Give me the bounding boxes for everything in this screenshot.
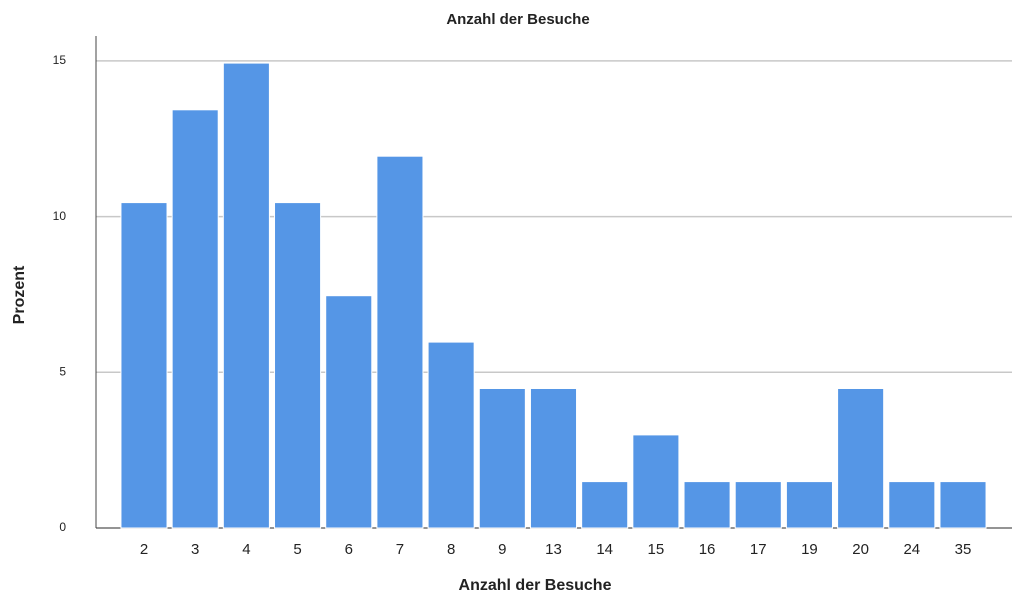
x-tick-label: 17 [750, 541, 767, 558]
bar [939, 481, 987, 529]
x-tick-label: 4 [242, 541, 250, 558]
x-tick-label: 24 [903, 541, 920, 558]
x-tick-label: 8 [447, 541, 455, 558]
y-tick-label: 5 [59, 364, 66, 378]
bar [222, 62, 270, 529]
x-axis-label: Anzahl der Besuche [459, 577, 612, 594]
bar [837, 387, 885, 529]
x-tick-label: 16 [699, 541, 716, 558]
x-tick-label: 5 [293, 541, 301, 558]
bar [478, 387, 526, 529]
bar [785, 481, 833, 529]
bar [120, 202, 168, 529]
bar [325, 295, 373, 529]
bar [274, 202, 322, 529]
x-tick-label: 15 [648, 541, 665, 558]
x-tick-label: 14 [596, 541, 613, 558]
x-tick-label: 6 [345, 541, 353, 558]
x-tick-label: 3 [191, 541, 199, 558]
y-tick-label: 15 [53, 53, 67, 67]
x-tick-label: 7 [396, 541, 404, 558]
bar [427, 341, 475, 529]
y-axis-label: Prozent [11, 265, 28, 324]
bar [888, 481, 936, 529]
x-tick-label: 35 [955, 541, 972, 558]
bar [376, 155, 424, 529]
chart-title: Anzahl der Besuche [446, 11, 589, 28]
x-tick-label: 19 [801, 541, 818, 558]
y-tick-label: 0 [59, 520, 66, 534]
bar [171, 109, 219, 529]
x-tick-label: 13 [545, 541, 562, 558]
x-tick-label: 2 [140, 541, 148, 558]
bar [581, 481, 629, 529]
bar [529, 387, 578, 529]
y-tick-label: 10 [53, 209, 67, 223]
x-tick-label: 9 [498, 541, 506, 558]
bar [632, 434, 680, 529]
bar [683, 481, 731, 529]
x-tick-label: 20 [852, 541, 869, 558]
bar [734, 481, 782, 529]
